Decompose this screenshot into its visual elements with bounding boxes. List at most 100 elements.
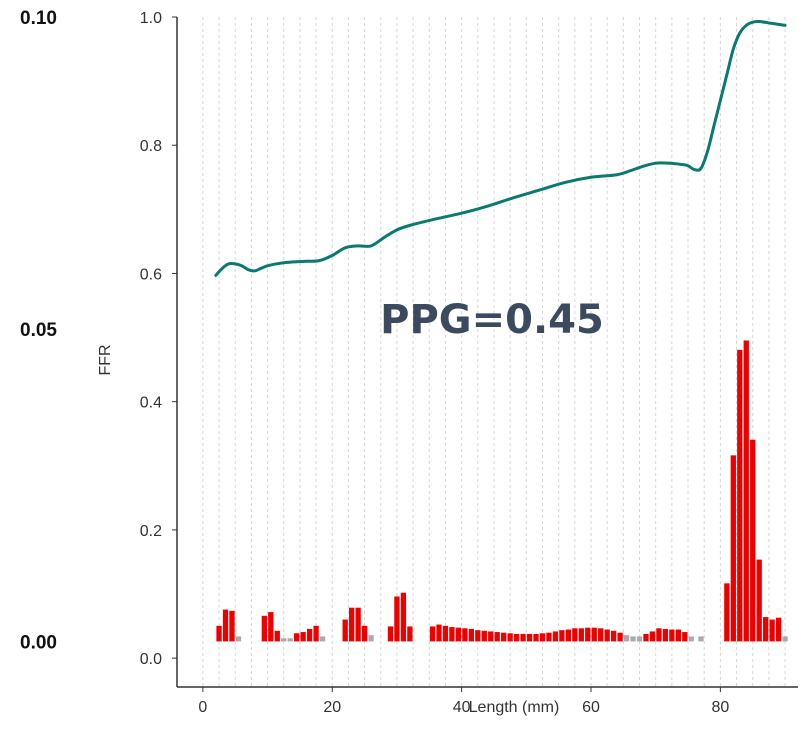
bar-mark: [559, 630, 565, 642]
bar-mark: [737, 349, 743, 642]
bar-mark: [319, 636, 326, 642]
y-tick-label: 0.4: [140, 395, 162, 412]
bar-mark: [526, 633, 533, 642]
bar-mark: [591, 627, 597, 642]
grid-lines: [202, 17, 786, 687]
bar-mark: [750, 439, 756, 642]
bar-mark: [274, 630, 280, 642]
bar-mark: [300, 632, 306, 642]
bar-mark: [682, 632, 688, 642]
bar-mark: [763, 617, 769, 642]
bar-mark: [235, 636, 242, 642]
bar-mark: [475, 630, 481, 642]
bar-mark: [507, 633, 513, 642]
y-tick-label: 0.0: [140, 651, 162, 668]
bar-mark: [387, 626, 394, 642]
bar-mark: [361, 625, 368, 642]
bar-mark: [546, 632, 552, 642]
bar-mark: [462, 628, 468, 642]
bar-mark: [222, 609, 229, 642]
bar-mark: [501, 632, 507, 642]
bar-mark: [565, 629, 572, 642]
bar-mark: [585, 627, 591, 642]
y-tick-labels: 0.0 0.2 0.4 0.6 0.8 1.0: [140, 10, 177, 668]
bar-mark: [539, 633, 546, 642]
bar-mark: [617, 632, 623, 642]
bar-mark: [368, 635, 374, 642]
bar-mark: [520, 633, 526, 642]
bar-mark: [623, 635, 630, 642]
ppg-annotation: PPG=0.45: [380, 297, 604, 343]
bar-mark: [407, 626, 413, 642]
bar-mark: [429, 626, 436, 642]
bar-mark: [724, 583, 730, 642]
bar-mark: [513, 633, 520, 642]
secondary-tick-label: 0.05: [20, 320, 57, 341]
x-tick-label: 0: [198, 699, 207, 716]
bar-mark: [268, 612, 274, 642]
bar-mark: [261, 615, 267, 642]
bar-mark: [636, 636, 643, 642]
axes: [176, 17, 798, 688]
bar-mark: [782, 636, 788, 642]
y-tick-label: 0.2: [140, 523, 162, 540]
bar-mark: [294, 633, 300, 642]
bar-mark: [662, 628, 669, 642]
bar-mark: [552, 631, 559, 642]
secondary-tick-label: 0.00: [20, 632, 57, 653]
y-tick-label: 0.6: [140, 266, 162, 283]
bar-mark: [468, 628, 474, 642]
bar-mark: [306, 628, 313, 642]
bar-mark: [287, 638, 293, 642]
bar-mark: [743, 340, 749, 642]
secondary-tick-label: 0.10: [20, 8, 57, 29]
bar-series: [216, 340, 788, 642]
bar-mark: [281, 638, 287, 642]
bar-mark: [494, 632, 500, 642]
bar-mark: [649, 631, 656, 642]
secondary-tick-labels: 0.00 0.05 0.10: [20, 8, 57, 653]
bar-mark: [775, 617, 782, 642]
bar-mark: [578, 628, 584, 642]
x-tick-label: 60: [582, 699, 600, 716]
bar-mark: [630, 636, 636, 642]
ffr-line: [214, 19, 787, 277]
x-tick-label: 20: [323, 699, 341, 716]
bar-mark: [675, 629, 681, 642]
bar-mark: [769, 619, 775, 642]
bar-mark: [436, 624, 442, 642]
x-tick-label: 40: [453, 699, 471, 716]
bar-mark: [669, 629, 675, 642]
bar-mark: [449, 627, 455, 642]
bar-mark: [688, 636, 694, 642]
bar-mark: [656, 628, 662, 642]
bar-mark: [572, 628, 578, 642]
y-tick-label: 1.0: [140, 10, 162, 27]
bar-mark: [533, 633, 539, 642]
x-axis-label: Length (mm): [469, 699, 560, 716]
bar-mark: [455, 627, 462, 642]
bar-mark: [400, 592, 407, 642]
bar-mark: [698, 636, 704, 642]
bar-mark: [643, 633, 649, 642]
bar-mark: [604, 629, 610, 642]
x-tick-label: 80: [711, 699, 729, 716]
y-axis-label: FFR: [97, 344, 114, 375]
bar-mark: [598, 628, 604, 642]
bar-mark: [342, 619, 348, 642]
bar-mark: [229, 610, 235, 642]
bar-mark: [216, 625, 222, 642]
bar-mark: [481, 630, 487, 642]
bar-mark: [730, 455, 736, 642]
bar-mark: [349, 607, 355, 642]
bar-mark: [610, 630, 617, 642]
bar-mark: [313, 625, 319, 642]
line-series: [214, 19, 787, 277]
x-tick-labels: 0 20 40 60 80: [198, 687, 729, 716]
bar-mark: [756, 559, 762, 642]
bar-mark: [394, 596, 400, 642]
bar-mark: [355, 607, 361, 642]
y-tick-label: 0.8: [140, 138, 162, 155]
bar-mark: [488, 631, 494, 642]
